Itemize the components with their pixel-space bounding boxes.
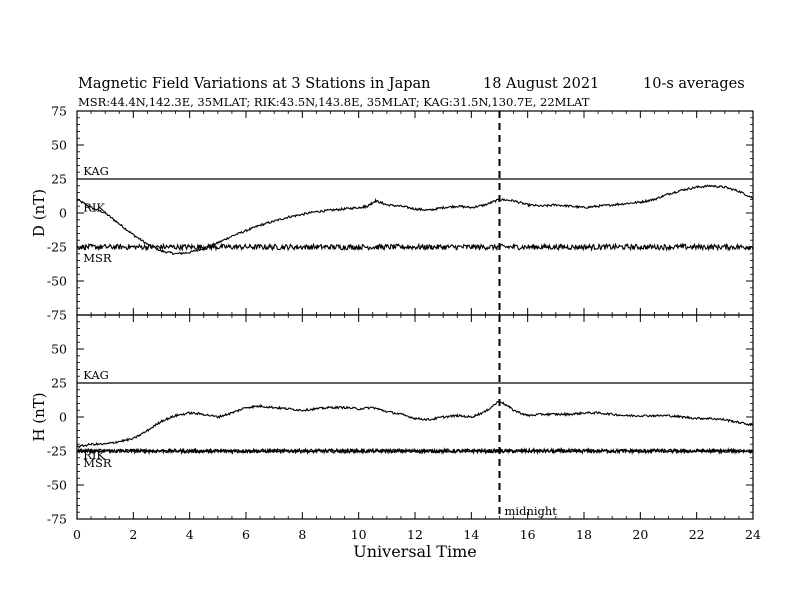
y-axis-label: D (nT) <box>30 189 48 237</box>
x-axis-label: Universal Time <box>353 542 476 561</box>
chart-averaging: 10-s averages <box>643 76 745 92</box>
y-tick-label: -25 <box>47 444 67 459</box>
x-tick-label: 4 <box>186 527 194 542</box>
station-coordinates: MSR:44.4N,142.3E, 35MLAT; RIK:43.5N,143.… <box>78 95 590 109</box>
x-tick-label: 24 <box>745 527 761 542</box>
series-label-kag: KAG <box>83 368 109 382</box>
x-tick-label: 10 <box>351 527 367 542</box>
x-tick-label: 6 <box>242 527 250 542</box>
x-tick-label: 14 <box>463 527 479 542</box>
series-label-msr: MSR <box>83 251 112 265</box>
y-axis-label: H (nT) <box>30 392 48 441</box>
series-label-msr: MSR <box>83 456 112 470</box>
y-tick-label: 50 <box>51 138 67 153</box>
y-tick-label: -75 <box>47 512 67 527</box>
plot-frame <box>76 110 754 316</box>
x-tick-label: 12 <box>407 527 423 542</box>
x-tick-label: 8 <box>298 527 306 542</box>
chart-date: 18 August 2021 <box>483 76 599 92</box>
x-tick-label: 20 <box>632 527 648 542</box>
x-tick-label: 22 <box>689 527 705 542</box>
y-tick-label: 0 <box>59 206 67 221</box>
x-tick-label: 18 <box>576 527 592 542</box>
series-rik <box>76 446 754 456</box>
x-tick-label: 0 <box>73 527 81 542</box>
d-component-panel: 75 50 25 0 -25 -50 -75 D (nT) KAG RIK MSR <box>30 104 754 323</box>
series-trace <box>76 399 754 449</box>
y-tick-label: 25 <box>51 376 67 391</box>
y-tick-label: 50 <box>51 342 67 357</box>
midnight-label: midnight <box>505 504 558 518</box>
x-tick-label: 2 <box>129 527 137 542</box>
x-tick-label: 16 <box>520 527 536 542</box>
y-tick-label: -25 <box>47 240 67 255</box>
series-msr <box>76 447 754 455</box>
y-tick-label: 0 <box>59 410 67 425</box>
y-tick-label: -50 <box>47 478 67 493</box>
series-label-rik: RIK <box>83 201 105 215</box>
series-label-kag: KAG <box>83 164 109 178</box>
y-tick-label: 25 <box>51 172 67 187</box>
series-rik <box>76 184 754 256</box>
y-tick-label: -50 <box>47 274 67 289</box>
y-tick-label: 75 <box>51 104 67 119</box>
series-msr <box>76 242 754 252</box>
y-tick-label: -75 <box>47 308 67 323</box>
chart-title: Magnetic Field Variations at 3 Stations … <box>78 76 431 92</box>
